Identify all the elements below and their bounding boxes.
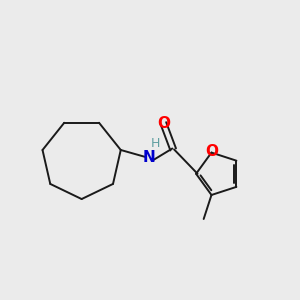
Text: O: O bbox=[205, 144, 218, 159]
Text: O: O bbox=[157, 116, 170, 131]
Text: N: N bbox=[142, 150, 155, 165]
Text: H: H bbox=[150, 137, 160, 150]
